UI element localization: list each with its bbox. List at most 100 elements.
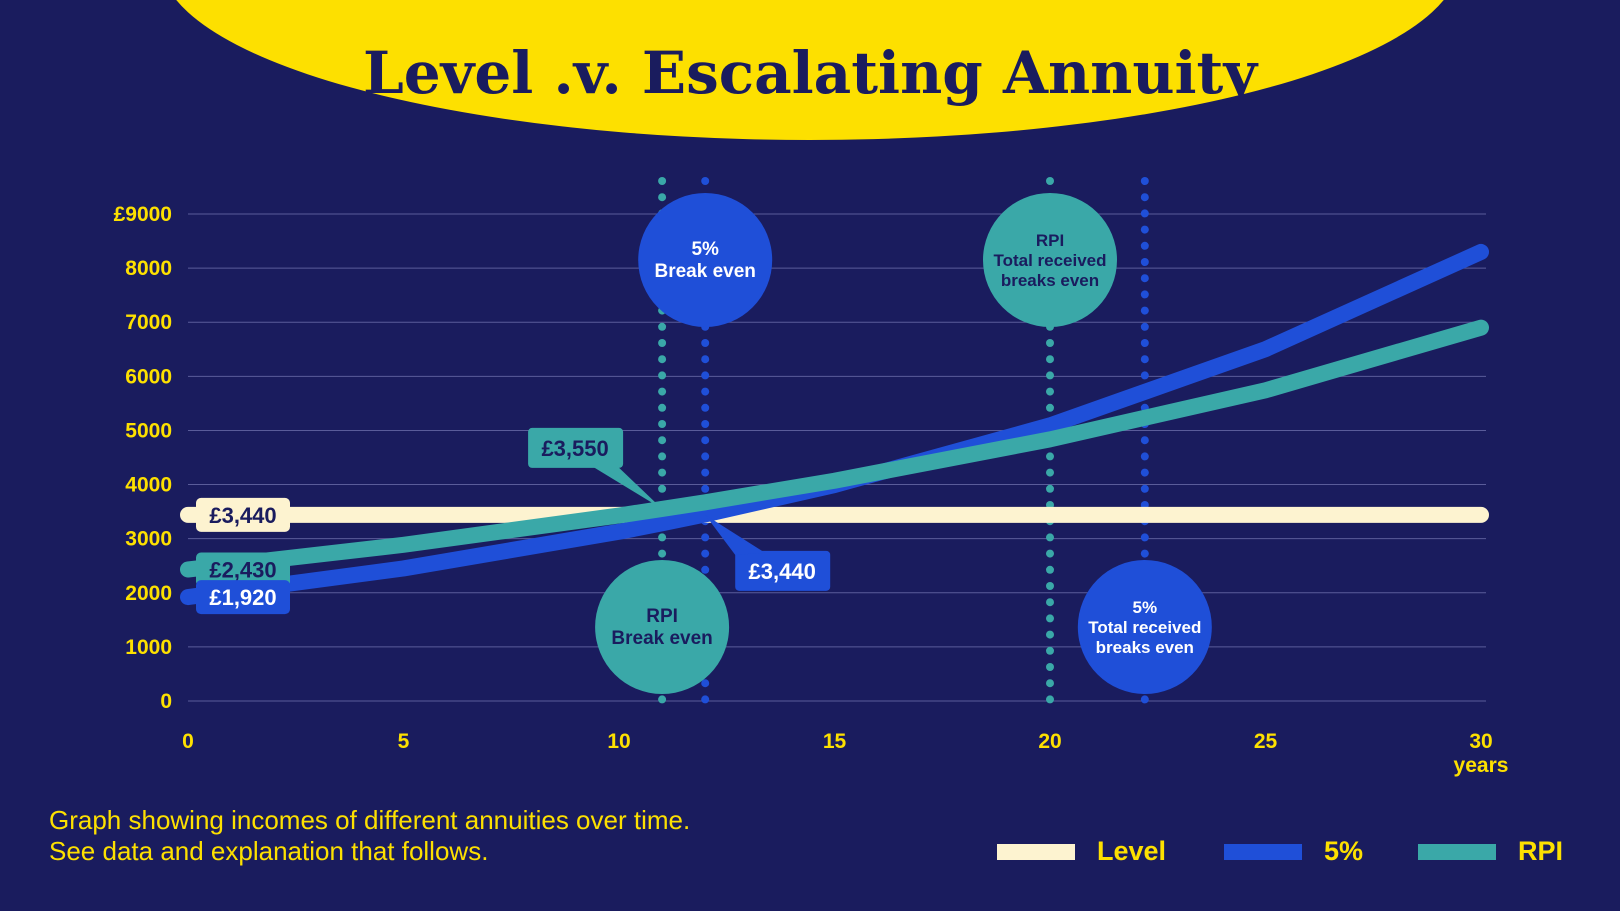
marker-dot [701,549,710,558]
marker-dot [1140,258,1149,266]
marker-dot [658,387,667,396]
marker-dot [1140,209,1149,218]
marker-label: Break even [654,261,755,282]
marker-dot [701,452,710,461]
marker-dot [1140,695,1149,704]
y-tick-label: 2000 [125,582,172,605]
series-line-RPI [180,319,1489,578]
legend-swatch-5pct [1224,843,1302,860]
marker-dot [658,403,667,412]
marker-dot [1046,177,1054,185]
marker-label: 5% [691,239,719,260]
marker-dot [658,371,667,380]
marker-circle [595,560,730,694]
marker-dot [1140,274,1149,283]
marker-dot [1046,355,1054,364]
marker-dot [1140,436,1149,445]
marker-dot [658,436,667,445]
marker-dot [1140,322,1149,331]
marker-dot [1046,468,1054,477]
marker-dot [1140,177,1149,185]
marker-dot [1140,290,1149,299]
marker-dot [1046,549,1054,558]
marker-dot [701,420,710,428]
caption-line-2: See data and explanation that follows. [49,836,489,866]
x-tick-label: 15 [823,730,847,753]
marker-dot [1046,630,1054,639]
x-tick-label: 30 [1469,730,1492,753]
y-tick-label: 8000 [125,257,172,280]
marker-label: Total received [993,251,1106,270]
marker-dot [1046,387,1054,396]
x-tick-label: 25 [1254,730,1278,753]
x-axis-label: years [1454,754,1509,777]
marker-dot [1140,339,1149,347]
marker-label: 5% [1133,598,1158,617]
start-label: £1,920 [209,585,276,610]
marker-dot [1046,484,1054,493]
marker-dot [701,371,710,380]
callout-box [528,427,624,468]
callout-pointer [593,466,663,509]
marker-dot [701,387,710,396]
marker-dot [1046,582,1054,590]
legend-item-5pct: 5% [1224,836,1363,867]
start-label-box [196,552,290,587]
legend-label-rpi: RPI [1518,836,1564,866]
marker-circle [638,193,773,327]
marker-circle [983,193,1117,327]
y-tick-label: 5000 [125,419,172,442]
marker-dot [701,695,710,704]
marker-dot [701,484,710,493]
marker-dot [658,177,667,185]
marker-dot [701,565,710,574]
marker-dot [701,679,710,688]
legend-label-5pct: 5% [1324,836,1364,866]
marker-dot [1046,339,1054,347]
marker-label: breaks even [1001,271,1099,290]
marker-dot [1046,646,1054,655]
x-tick-label: 0 [182,730,194,753]
marker-dot [701,468,710,477]
legend-swatch-rpi [1418,843,1496,860]
marker-dot [658,322,667,331]
marker-dot [1046,403,1054,412]
marker-dot [658,468,667,477]
marker-dot [1046,452,1054,461]
y-tick-label: 6000 [125,365,172,388]
marker-label: breaks even [1096,638,1194,657]
marker-dot [1046,598,1054,607]
marker-label: Break even [611,628,712,649]
y-tick-label: 4000 [125,474,172,497]
marker-circle [1077,560,1212,694]
title-banner [176,0,1444,140]
marker-dot [658,549,667,558]
callout-box [735,550,831,591]
marker-dot [1140,371,1149,380]
start-label-box [196,497,290,532]
marker-dot [1140,225,1149,234]
marker-dot [658,484,667,493]
marker-dot [701,533,710,542]
marker-dot [1140,193,1149,202]
marker-dot [658,193,667,202]
callout-pointer [705,514,766,555]
marker-dot [658,355,667,364]
start-label-box [196,580,290,615]
marker-dot [1046,533,1054,542]
y-tick-label: £9000 [114,203,172,226]
marker-dot [1046,663,1054,671]
marker-dot [701,339,710,347]
start-label: £3,440 [209,503,276,528]
series-line-5% [180,243,1489,606]
marker-dot [1140,241,1149,250]
x-tick-label: 5 [398,730,410,753]
legend-label-level: Level [1097,836,1167,866]
y-tick-label: 7000 [125,311,172,334]
y-tick-label: 1000 [125,636,172,659]
marker-label: Total received [1088,618,1201,637]
marker-dot [1140,484,1149,493]
marker-dot [1046,679,1054,688]
